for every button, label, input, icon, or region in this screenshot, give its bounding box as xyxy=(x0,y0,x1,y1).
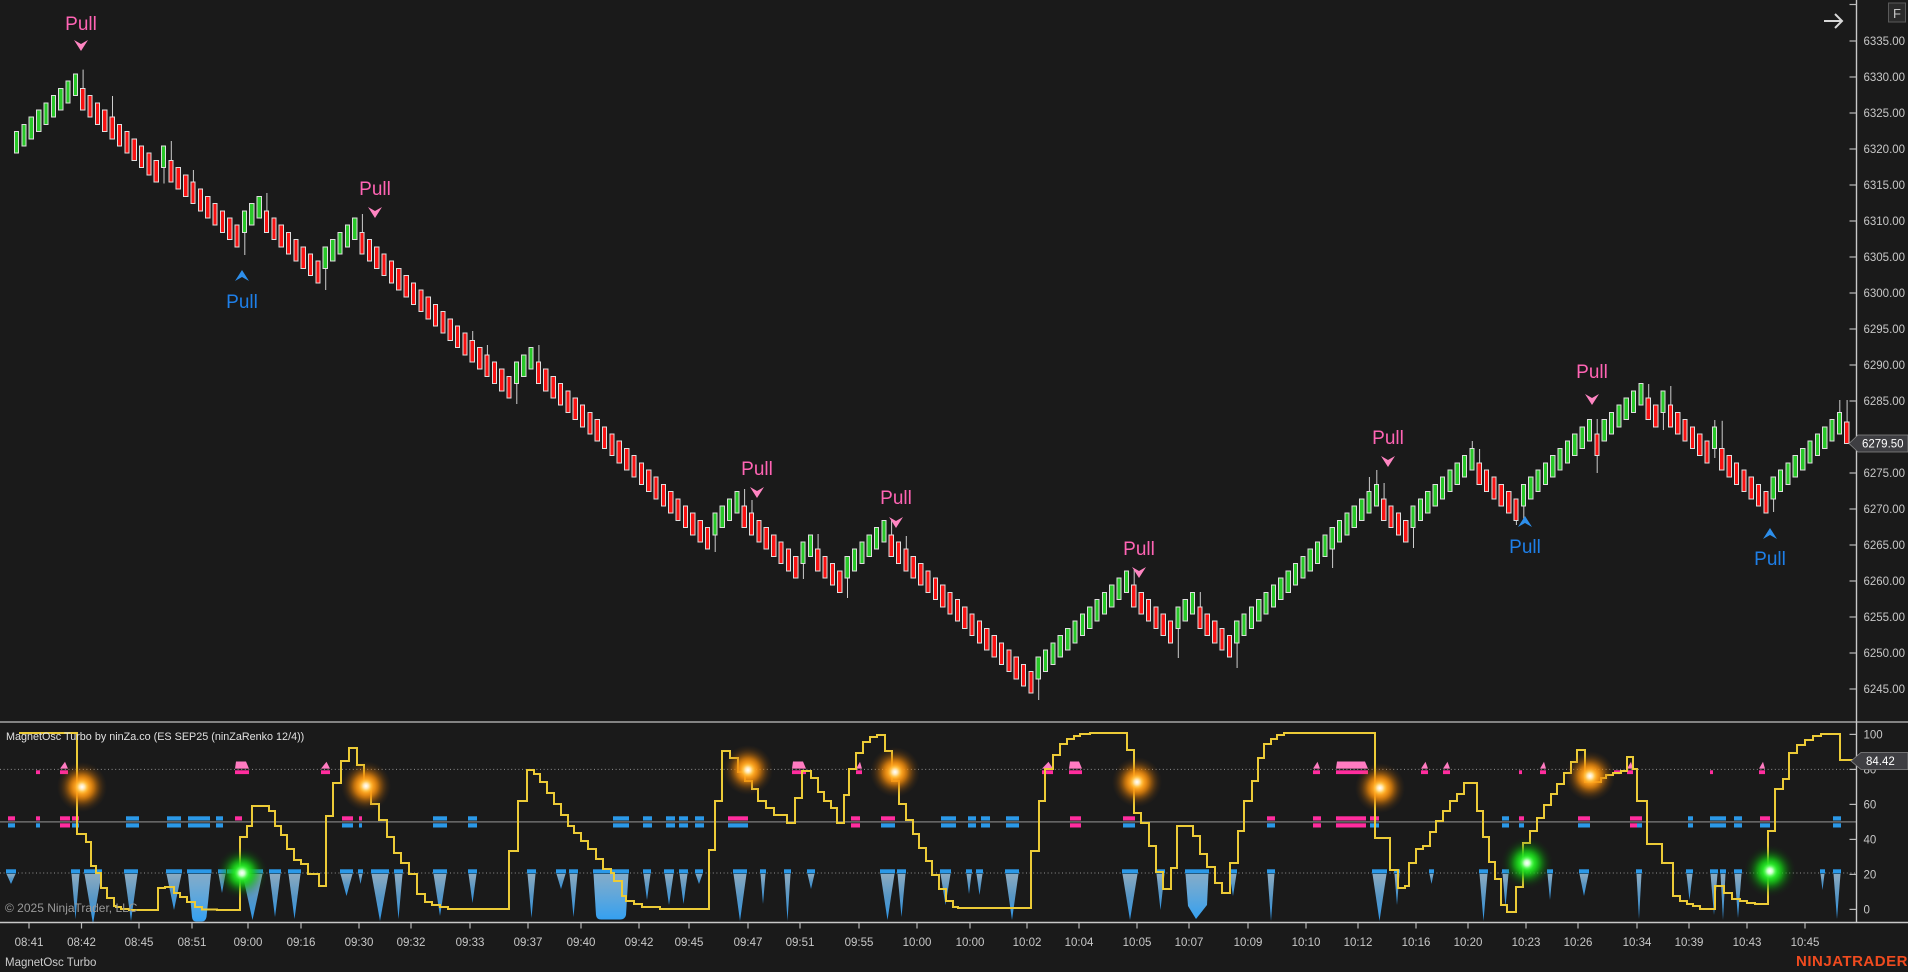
svg-text:10:26: 10:26 xyxy=(1564,937,1593,949)
svg-text:6290.00: 6290.00 xyxy=(1864,360,1906,372)
svg-text:F: F xyxy=(1893,6,1901,21)
svg-text:10:09: 10:09 xyxy=(1234,937,1263,949)
svg-text:09:55: 09:55 xyxy=(845,937,874,949)
svg-text:08:45: 08:45 xyxy=(125,937,154,949)
svg-text:6315.00: 6315.00 xyxy=(1864,180,1906,192)
svg-text:6279.50: 6279.50 xyxy=(1862,439,1904,451)
svg-text:© 2025 NinjaTrader, LLC: © 2025 NinjaTrader, LLC xyxy=(5,901,138,915)
svg-text:6245.00: 6245.00 xyxy=(1864,684,1906,696)
svg-text:20: 20 xyxy=(1864,869,1877,881)
svg-text:10:00: 10:00 xyxy=(903,937,932,949)
svg-text:10:45: 10:45 xyxy=(1791,937,1820,949)
svg-text:Pull: Pull xyxy=(1576,362,1608,383)
svg-text:6320.00: 6320.00 xyxy=(1864,144,1906,156)
svg-text:Pull: Pull xyxy=(226,292,258,313)
svg-text:6300.00: 6300.00 xyxy=(1864,288,1906,300)
svg-text:09:45: 09:45 xyxy=(675,937,704,949)
svg-text:Pull: Pull xyxy=(1372,428,1404,449)
svg-text:09:16: 09:16 xyxy=(287,937,316,949)
svg-text:100: 100 xyxy=(1864,729,1883,741)
svg-text:08:41: 08:41 xyxy=(15,937,44,949)
svg-text:6250.00: 6250.00 xyxy=(1864,648,1906,660)
svg-text:6255.00: 6255.00 xyxy=(1864,612,1906,624)
svg-text:0: 0 xyxy=(1864,904,1870,916)
svg-text:10:16: 10:16 xyxy=(1402,937,1431,949)
svg-text:10:34: 10:34 xyxy=(1623,937,1652,949)
svg-text:6295.00: 6295.00 xyxy=(1864,324,1906,336)
svg-text:6265.00: 6265.00 xyxy=(1864,540,1906,552)
svg-text:MagnetOsc Turbo: MagnetOsc Turbo xyxy=(5,957,96,969)
svg-text:08:42: 08:42 xyxy=(67,937,96,949)
svg-text:10:05: 10:05 xyxy=(1123,937,1152,949)
svg-text:10:20: 10:20 xyxy=(1454,937,1483,949)
svg-text:10:10: 10:10 xyxy=(1292,937,1321,949)
svg-text:09:51: 09:51 xyxy=(786,937,815,949)
svg-text:09:30: 09:30 xyxy=(345,937,374,949)
svg-text:09:32: 09:32 xyxy=(397,937,426,949)
svg-text:Pull: Pull xyxy=(359,179,391,200)
svg-text:10:43: 10:43 xyxy=(1733,937,1762,949)
svg-text:6305.00: 6305.00 xyxy=(1864,252,1906,264)
svg-text:09:33: 09:33 xyxy=(456,937,485,949)
svg-text:60: 60 xyxy=(1864,799,1877,811)
svg-text:09:37: 09:37 xyxy=(514,937,543,949)
svg-text:09:47: 09:47 xyxy=(734,937,763,949)
svg-text:84.42: 84.42 xyxy=(1866,756,1895,768)
svg-text:6285.00: 6285.00 xyxy=(1864,396,1906,408)
svg-text:09:00: 09:00 xyxy=(234,937,263,949)
svg-text:09:40: 09:40 xyxy=(567,937,596,949)
svg-text:6325.00: 6325.00 xyxy=(1864,108,1906,120)
svg-text:6335.00: 6335.00 xyxy=(1864,36,1906,48)
svg-text:MagnetOsc Turbo by ninZa.co (E: MagnetOsc Turbo by ninZa.co (ES SEP25 (n… xyxy=(6,731,304,743)
svg-text:Pull: Pull xyxy=(741,459,773,480)
svg-text:Pull: Pull xyxy=(65,14,97,35)
svg-text:Pull: Pull xyxy=(1754,549,1786,570)
svg-text:10:00: 10:00 xyxy=(956,937,985,949)
svg-text:10:02: 10:02 xyxy=(1013,937,1042,949)
svg-text:08:51: 08:51 xyxy=(178,937,207,949)
svg-text:6330.00: 6330.00 xyxy=(1864,72,1906,84)
svg-text:10:39: 10:39 xyxy=(1675,937,1704,949)
svg-text:10:23: 10:23 xyxy=(1512,937,1541,949)
svg-text:10:07: 10:07 xyxy=(1175,937,1204,949)
svg-text:Pull: Pull xyxy=(1509,537,1541,558)
svg-text:10:12: 10:12 xyxy=(1344,937,1373,949)
svg-text:40: 40 xyxy=(1864,834,1877,846)
svg-text:6275.00: 6275.00 xyxy=(1864,468,1906,480)
svg-text:NINJATRADER: NINJATRADER xyxy=(1796,953,1908,970)
svg-text:Pull: Pull xyxy=(880,488,912,509)
svg-text:6310.00: 6310.00 xyxy=(1864,216,1906,228)
svg-text:10:04: 10:04 xyxy=(1065,937,1094,949)
svg-text:6270.00: 6270.00 xyxy=(1864,504,1906,516)
svg-text:09:42: 09:42 xyxy=(625,937,654,949)
svg-text:Pull: Pull xyxy=(1123,539,1155,560)
svg-text:6260.00: 6260.00 xyxy=(1864,576,1906,588)
